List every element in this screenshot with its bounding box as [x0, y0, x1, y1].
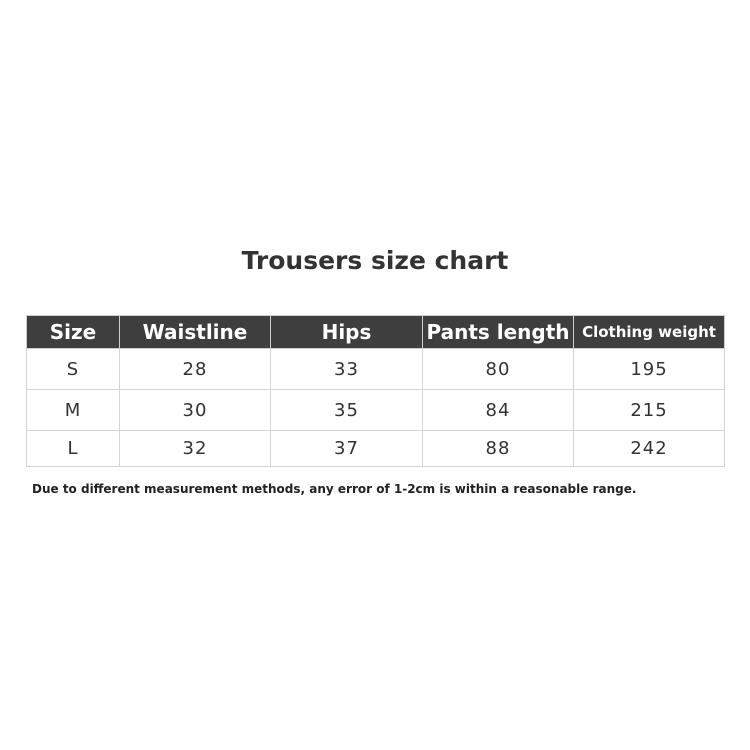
- cell-pants-length: 80: [422, 348, 574, 390]
- cell-pants-length: 84: [422, 389, 574, 431]
- header-hips: Hips: [270, 315, 423, 349]
- cell-pants-length: 88: [422, 430, 574, 467]
- cell-size: S: [26, 348, 120, 390]
- header-waistline: Waistline: [119, 315, 271, 349]
- chart-title: Trousers size chart: [241, 246, 509, 275]
- cell-hips: 35: [270, 389, 423, 431]
- header-pants-length: Pants length: [422, 315, 574, 349]
- cell-waistline: 32: [119, 430, 271, 467]
- size-table: Size Waistline Hips Pants length Clothin…: [26, 315, 725, 467]
- cell-clothing-weight: 215: [573, 389, 725, 431]
- cell-clothing-weight: 195: [573, 348, 725, 390]
- cell-waistline: 30: [119, 389, 271, 431]
- cell-hips: 37: [270, 430, 423, 467]
- cell-clothing-weight: 242: [573, 430, 725, 467]
- cell-size: M: [26, 389, 120, 431]
- cell-hips: 33: [270, 348, 423, 390]
- cell-waistline: 28: [119, 348, 271, 390]
- table-row: S 28 33 80 195: [26, 348, 725, 390]
- header-size: Size: [26, 315, 120, 349]
- table-row: M 30 35 84 215: [26, 389, 725, 431]
- header-clothing-weight: Clothing weight: [573, 315, 725, 349]
- measurement-note: Due to different measurement methods, an…: [32, 482, 637, 496]
- header-row: Size Waistline Hips Pants length Clothin…: [26, 315, 725, 349]
- table-row: L 32 37 88 242: [26, 430, 725, 467]
- cell-size: L: [26, 430, 120, 467]
